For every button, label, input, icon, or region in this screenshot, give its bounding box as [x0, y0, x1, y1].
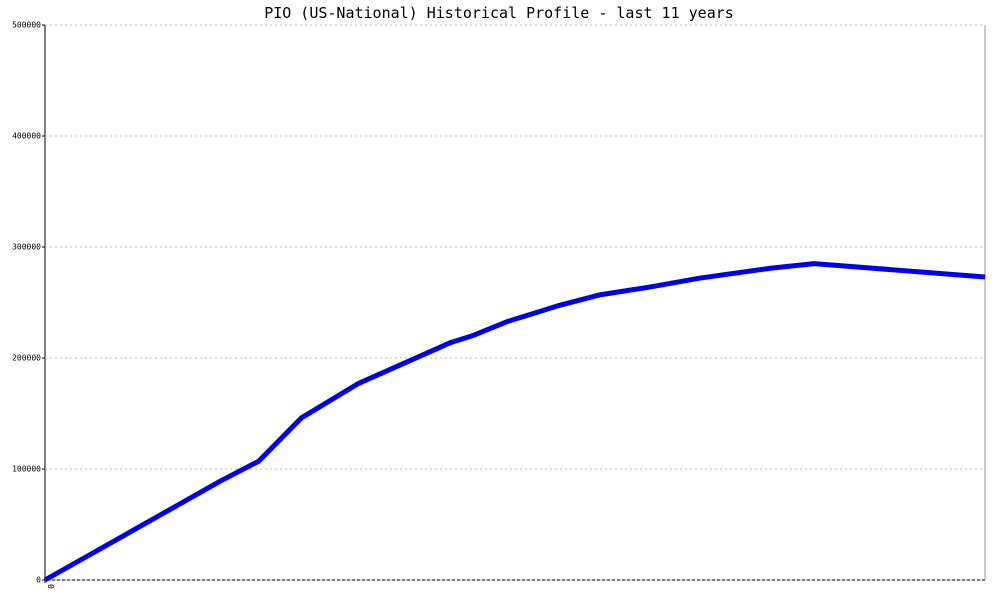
y-tick-label: 400000	[12, 132, 41, 141]
y-tick-label: 0	[36, 576, 41, 585]
x-tick-label: 0	[46, 584, 55, 589]
chart-title: PIO (US-National) Historical Profile - l…	[264, 4, 734, 22]
y-tick-label: 200000	[12, 354, 41, 363]
y-tick-label: 100000	[12, 465, 41, 474]
y-tick-label: 500000	[12, 21, 41, 30]
y-tick-label: 300000	[12, 243, 41, 252]
line-series	[43, 261, 986, 583]
